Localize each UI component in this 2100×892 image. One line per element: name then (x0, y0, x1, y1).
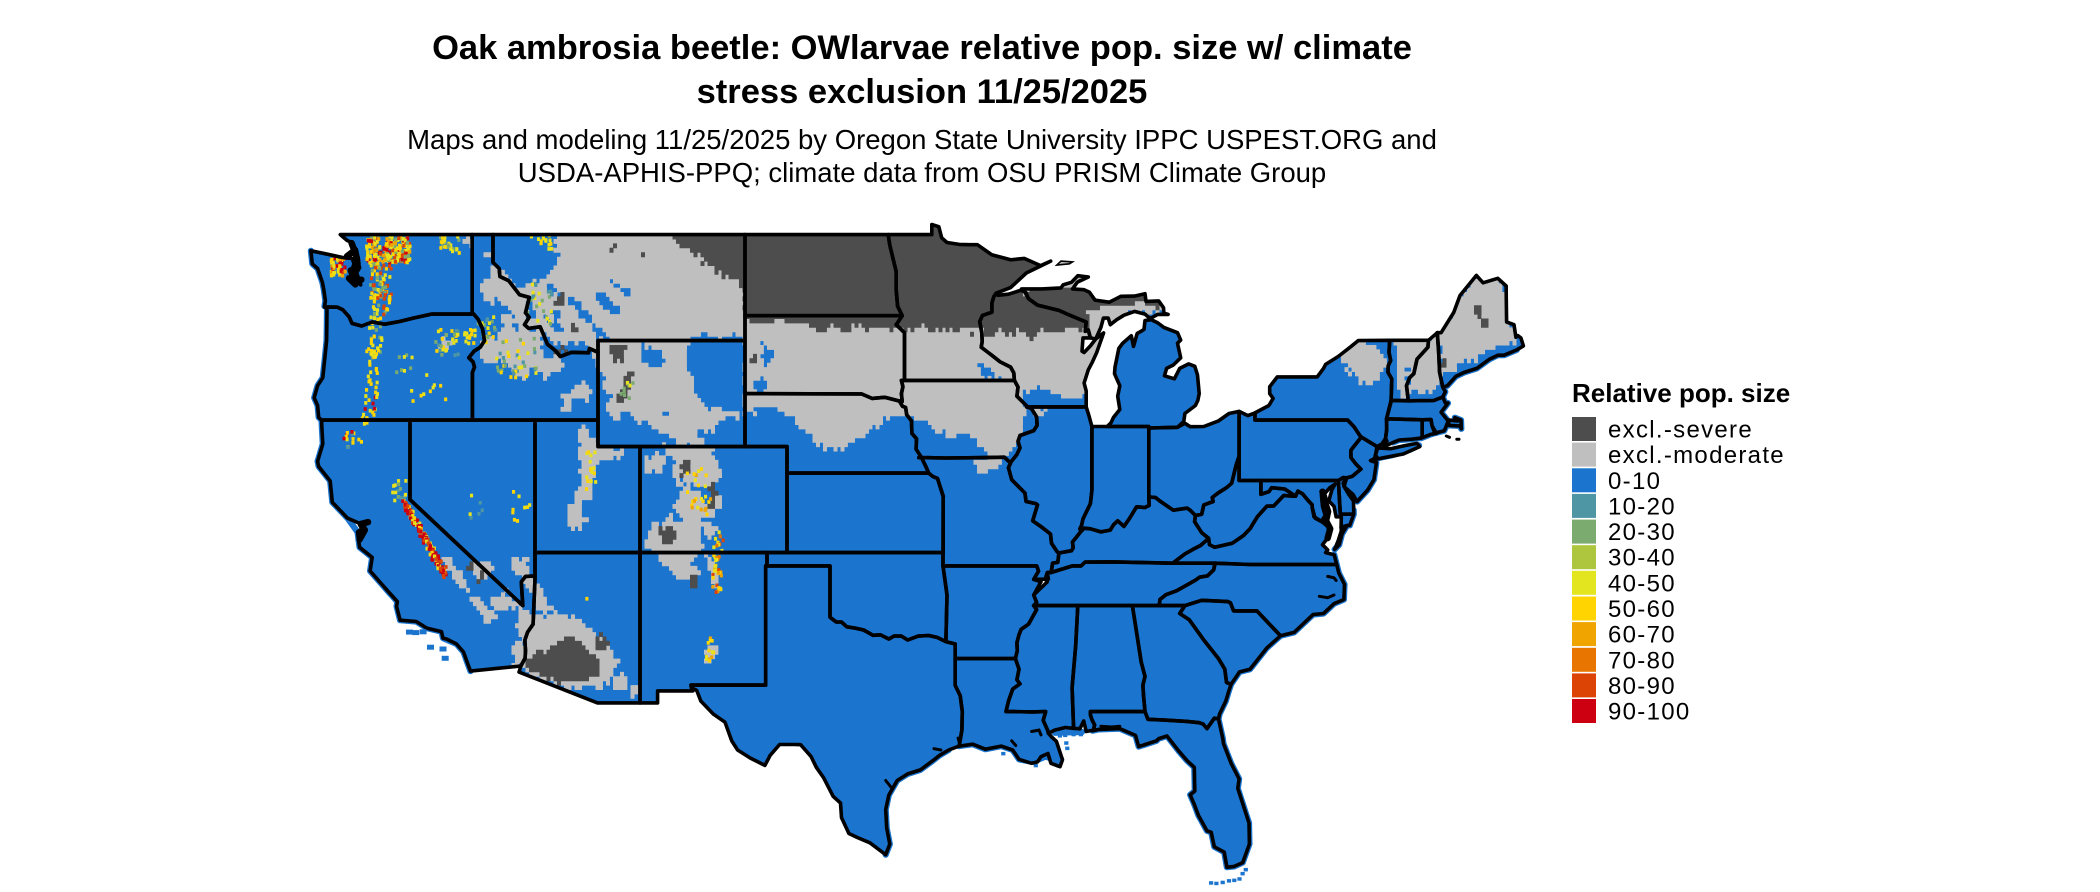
svg-text:Maps and modeling 11/25/2025 b: Maps and modeling 11/25/2025 by Oregon S… (407, 124, 1437, 155)
svg-text:stress exclusion 11/25/2025: stress exclusion 11/25/2025 (697, 73, 1148, 111)
svg-text:90-100: 90-100 (1608, 699, 1691, 726)
svg-text:Oak ambrosia beetle: OWlarvae: Oak ambrosia beetle: OWlarvae relative p… (432, 29, 1412, 67)
svg-text:40-50: 40-50 (1608, 570, 1676, 597)
svg-text:excl.-moderate: excl.-moderate (1608, 442, 1785, 469)
svg-text:50-60: 50-60 (1608, 596, 1676, 623)
svg-text:60-70: 60-70 (1608, 622, 1676, 649)
svg-text:80-90: 80-90 (1608, 673, 1676, 700)
svg-text:10-20: 10-20 (1608, 493, 1676, 520)
svg-text:excl.-severe: excl.-severe (1608, 417, 1753, 444)
svg-text:0-10: 0-10 (1608, 468, 1661, 495)
svg-text:Relative pop. size: Relative pop. size (1572, 378, 1790, 408)
svg-text:30-40: 30-40 (1608, 545, 1676, 572)
svg-text:70-80: 70-80 (1608, 647, 1676, 674)
svg-text:USDA-APHIS-PPQ; climate data f: USDA-APHIS-PPQ; climate data from OSU PR… (518, 157, 1326, 188)
svg-text:20-30: 20-30 (1608, 519, 1676, 546)
